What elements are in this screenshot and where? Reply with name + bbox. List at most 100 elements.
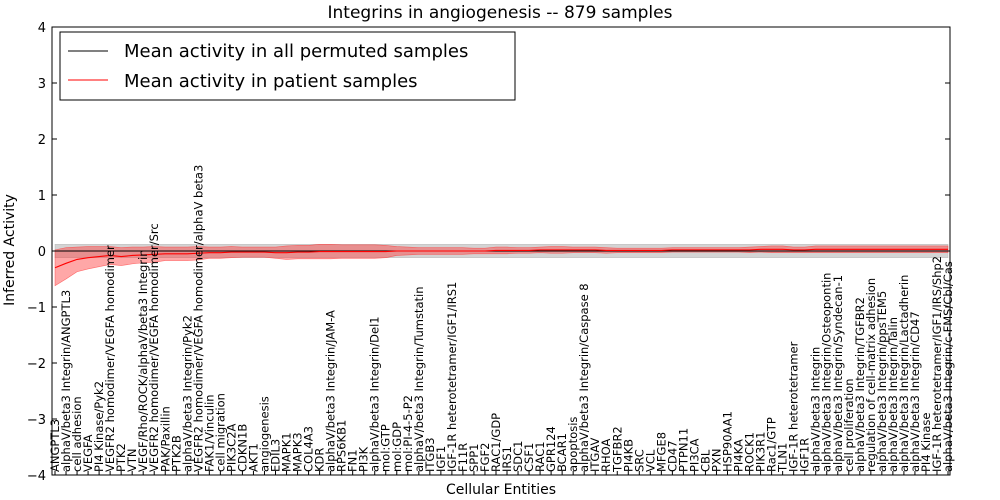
x-tick-label: alphaV/beta3 Integrin/JAM-A: [324, 310, 338, 472]
x-tick-label: TLN1: [776, 443, 790, 473]
x-tick-label: alphaV/beta3 Integrin/CD47: [908, 311, 922, 472]
x-tick-label: VCL: [643, 449, 657, 472]
x-tick-label: IGF1R: [798, 438, 812, 472]
x-tick-label: PI4KB: [621, 439, 635, 472]
y-tick-label: −3: [27, 413, 46, 428]
x-tick-label: PIK3R1: [754, 432, 768, 473]
x-tick-label: alphaV/beta3 Integrin/Caspase 8: [577, 283, 591, 472]
x-tick-label: alphaV/beta3 Integrin/Osteopontin: [820, 273, 834, 472]
x-tick-label: mol:PI-4-5-P2: [401, 395, 415, 472]
y-tick-label: −2: [27, 357, 46, 372]
x-tick-label: SRC: [632, 449, 646, 472]
x-tick-label: VEGFR2 homodimer/VEGFA homodimer/alphaV …: [191, 165, 205, 472]
x-tick-label: cell proliferation: [842, 378, 856, 472]
y-axis-title: Inferred Activity: [2, 194, 18, 306]
x-tick-label: TGFBR2: [610, 426, 624, 473]
x-tick-label: apoptosis: [566, 417, 580, 472]
x-tick-label: PI3K: [357, 446, 371, 472]
x-tick-label: alphaV/beta3 Integrin/ANGPTL3: [59, 290, 73, 472]
x-tick-label: PTPN11: [676, 428, 690, 472]
x-tick-label: IGF1: [434, 446, 448, 472]
x-tick-label: FAK1/Vinculin: [202, 394, 216, 472]
x-tick-label: BCAR1: [555, 433, 569, 472]
x-tick-label: FGF2: [478, 443, 492, 472]
x-tick-label: CSF1: [522, 443, 536, 472]
x-tick-label: VTN: [125, 449, 139, 473]
y-ticks: −4 −3 −2 −1 0 1 2 3 4: [27, 21, 950, 484]
x-tick-label: alphaV/beta3 Integrin/Lactadherin: [897, 275, 911, 472]
plot-frame: [51, 26, 951, 476]
chart-title: Integrins in angiogenesis -- 879 samples: [328, 3, 673, 23]
series-band-1: [54, 243, 949, 287]
x-tick-label: cell migration: [213, 393, 227, 472]
x-tick-label: alphaV/beta3 Integrin/Tumstatin: [412, 287, 426, 472]
x-tick-label: EDIL3: [268, 439, 282, 472]
x-tick-label: IGF-1R heterotetramer/IGF1/IRS1: [445, 282, 459, 472]
y-tick-label: 1: [38, 189, 46, 204]
series-lines: [54, 248, 948, 269]
x-tick-label: PI4 Kinase/Pyk2: [92, 381, 106, 472]
x-tick-label: RAC1/GDP: [489, 413, 503, 472]
y-tick-label: 2: [38, 133, 46, 148]
x-tick-label: IGF-1R heterotetramer: [787, 341, 801, 472]
x-tick-label: CD47: [665, 440, 679, 472]
x-tick-label: CBL: [698, 449, 712, 472]
x-tick-label: IRS1: [500, 446, 514, 472]
x-tick-label: alphaV/beta3 Integrin: [809, 347, 823, 472]
x-tick-label: alphaV/beta3 Integrin/Syndecan-1: [831, 275, 845, 472]
x-tick-label: KDR: [313, 448, 327, 472]
x-tick-label: alphaV/beta3 Integrin/c-FMS/Cbl/Cas: [941, 261, 955, 472]
x-tick-label: PI4KA: [732, 439, 746, 472]
x-tick-label: PI3CA: [687, 438, 701, 472]
x-tick-label: MAPK1: [280, 432, 294, 472]
x-tick-label: mol:GTP: [379, 424, 393, 472]
x-tick-label: F11R: [456, 443, 470, 472]
legend-label-permuted: Mean activity in all permuted samples: [124, 41, 468, 62]
x-tick-label: PTK2: [114, 443, 128, 472]
x-tick-label: MAPK3: [291, 432, 305, 472]
x-tick-label: PIK3C2A: [224, 423, 238, 472]
y-tick-label: 4: [38, 21, 46, 36]
x-tick-label: IGF-1R heterotetramer/IGF1/IRS/Shp2: [930, 256, 944, 472]
legend-box: [59, 31, 516, 101]
x-tick-label: RPS6KB1: [335, 420, 349, 472]
x-tick-label: GPR124: [544, 426, 558, 472]
x-tick-label: PAK/Paxillin: [158, 406, 172, 472]
x-tick-label: COL4A3: [302, 426, 316, 472]
y-tick-label: −1: [27, 301, 46, 316]
x-tick-label: cell adhesion: [70, 396, 84, 472]
x-tick-label: alphaV/beta3 Integrin/TGFBR2: [853, 297, 867, 472]
x-tick-label: VEGFA: [81, 434, 95, 472]
x-tick-label: CDKN1B: [235, 424, 249, 472]
series-line-1: [54, 248, 948, 269]
x-tick-label: ROCK1: [743, 432, 757, 472]
y-tick-label: −4: [27, 469, 46, 484]
x-tick-label: alphaV/beta3 Integrin/ppsTEM5: [875, 291, 889, 472]
x-tick-label: PTK2B: [169, 435, 183, 472]
legend-label-patient: Mean activity in patient samples: [124, 71, 418, 92]
x-tick-label: PXN: [709, 449, 723, 472]
x-tick-label: alphaV/beta3 Integrin/Pyk2: [180, 315, 194, 472]
x-tick-label: ITGB3: [423, 437, 437, 472]
x-tick-label: AKT1: [246, 443, 260, 472]
x-tick-label: SPP1: [467, 444, 481, 473]
x-tick-label: angiogenesis: [257, 396, 271, 472]
x-tick-label: ITGAV: [588, 438, 602, 472]
x-tick-label: RAC1: [533, 441, 547, 472]
x-tick-label: mol:GDP: [390, 422, 404, 472]
x-tick-label: VEGFR2 homodimer/VEGFA homodimer/Src: [147, 223, 161, 472]
x-axis-title: Cellular Entities: [446, 482, 556, 498]
x-tick-label: Rac1/GTP: [765, 417, 779, 472]
x-tick-label: VEGFR2 homodimer/VEGFA homodimer: [103, 245, 117, 472]
x-tick-label: alphaV/beta3 Integrin/Talin: [886, 317, 900, 472]
x-tick-label: VEGF/Rho/ROCK/alphaV/beta3 Integrin: [136, 249, 150, 472]
y-tick-label: 0: [38, 245, 46, 260]
x-tick-label: SDC1: [511, 440, 525, 472]
x-tick-label: RHOA: [599, 439, 613, 472]
legend: Mean activity in all permuted samples Me…: [59, 31, 516, 101]
x-tick-label: PI4 Kinase: [919, 413, 933, 472]
x-tick-label: alphaV/beta3 Integrin/Del1: [368, 316, 382, 472]
